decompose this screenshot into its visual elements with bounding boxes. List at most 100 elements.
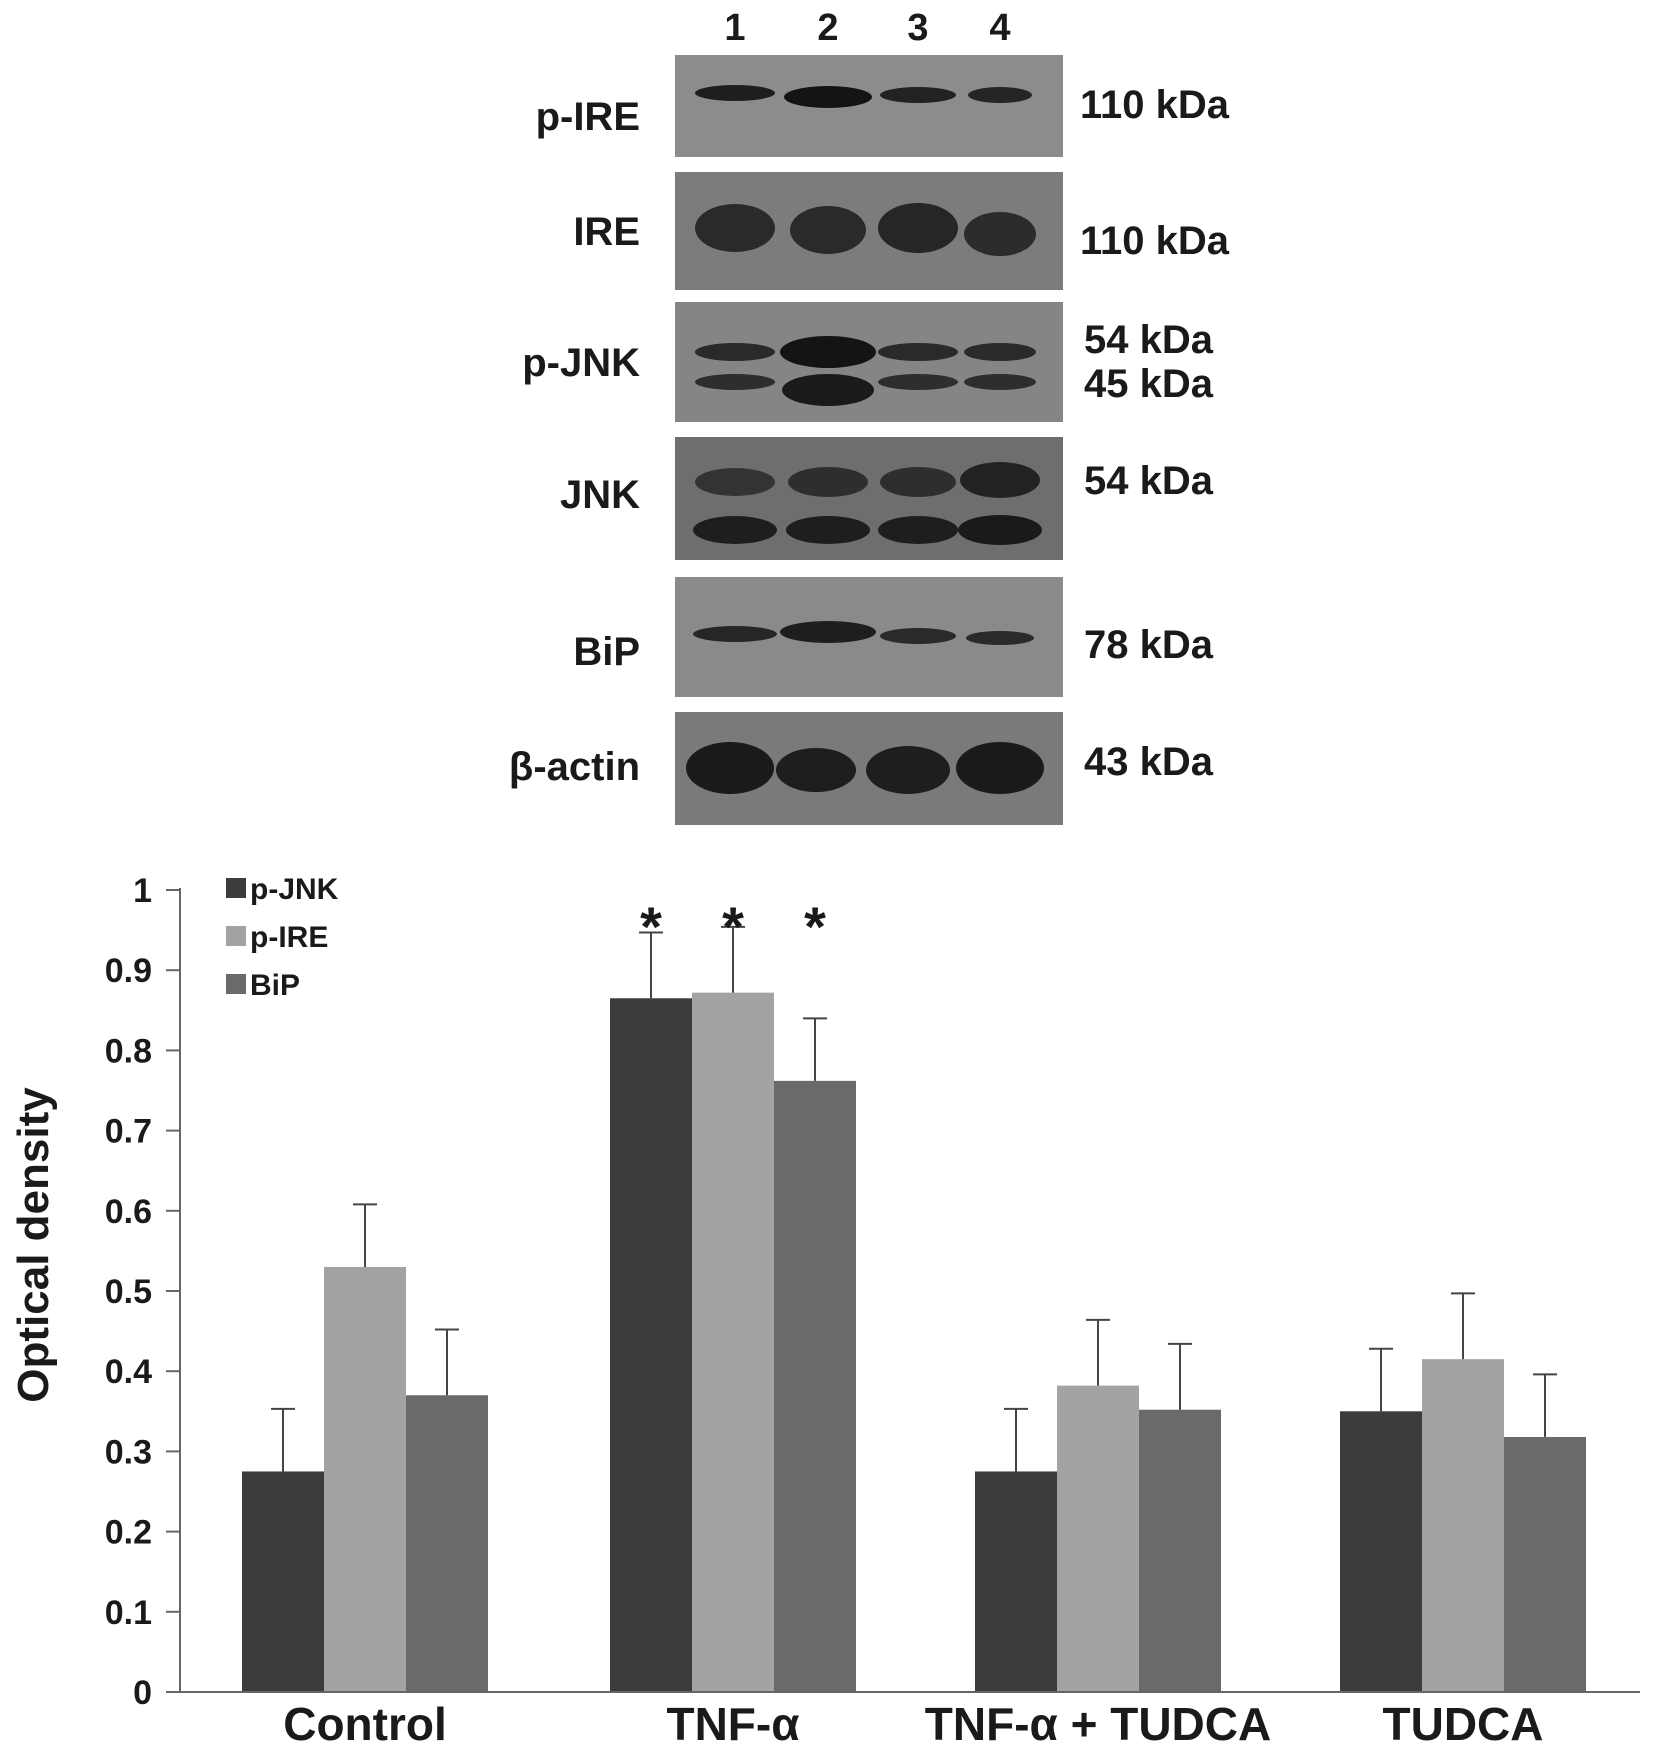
- kda-label-p-jnk-54: 54 kDa: [1084, 318, 1214, 362]
- band: [964, 343, 1036, 361]
- blot-bands-p-jnk: [695, 336, 1036, 406]
- band: [960, 462, 1040, 498]
- blot-label-beta-actin: β-actin: [509, 745, 640, 789]
- blot-panel-p-jnk: [675, 302, 1063, 422]
- y-tick-label: 0.6: [105, 1193, 152, 1231]
- band: [782, 374, 874, 406]
- bar: [406, 1395, 488, 1692]
- bar: [1422, 1359, 1504, 1692]
- band: [866, 746, 950, 794]
- band: [788, 467, 868, 497]
- band: [964, 374, 1036, 390]
- significance-star: *: [640, 895, 662, 958]
- band: [880, 467, 956, 497]
- blot-bands-ire: [695, 203, 1036, 256]
- bar: [1340, 1411, 1422, 1692]
- y-tick-label: 0.3: [105, 1433, 152, 1471]
- bar: [774, 1080, 856, 1692]
- blot-label-ire: IRE: [573, 210, 640, 254]
- band: [776, 748, 856, 792]
- significance-star: *: [804, 895, 826, 958]
- legend-label: p-IRE: [250, 921, 328, 954]
- band: [964, 212, 1036, 256]
- blot-panel-p-ire: [675, 55, 1063, 157]
- legend: p-JNK p-IRE BiP: [226, 873, 339, 1002]
- band: [695, 85, 775, 101]
- band: [958, 515, 1042, 545]
- band: [790, 206, 866, 254]
- lane-label-4: 4: [989, 7, 1010, 49]
- y-tick-label: 0.2: [105, 1514, 152, 1552]
- bars: [242, 992, 1586, 1692]
- band: [695, 204, 775, 252]
- bar: [1504, 1436, 1586, 1692]
- kda-label-p-jnk-45: 45 kDa: [1084, 362, 1214, 406]
- lane-label-2: 2: [817, 7, 838, 49]
- band: [966, 631, 1034, 645]
- error-bars: [271, 925, 1557, 1472]
- band: [695, 343, 775, 361]
- band: [786, 516, 870, 544]
- western-blot: 1 2 3 4 p-IRE 110 kDa IRE 110 kDa: [509, 7, 1230, 825]
- y-tick-label: 0.8: [105, 1032, 152, 1070]
- y-tick-label: 0.5: [105, 1273, 152, 1311]
- band: [695, 468, 775, 496]
- blot-label-bip: BiP: [573, 630, 640, 674]
- bar: [1057, 1385, 1139, 1692]
- kda-label-beta-actin: 43 kDa: [1084, 740, 1214, 784]
- blot-bands-p-ire: [695, 85, 1032, 108]
- lane-label-1: 1: [724, 7, 745, 49]
- y-axis-ticks: 0 0.1 0.2 0.3 0.4 0.5 0.6 0.7 0.8 0.9 1: [105, 872, 180, 1712]
- band: [878, 343, 958, 361]
- bar: [1139, 1409, 1221, 1692]
- legend-label: BiP: [250, 969, 300, 1002]
- band: [968, 87, 1032, 103]
- legend-swatch: [226, 878, 246, 898]
- y-tick-label: 1: [133, 872, 152, 910]
- blot-bands-beta-actin: [686, 742, 1044, 794]
- significance-star: *: [722, 895, 744, 958]
- band: [880, 87, 956, 103]
- bar-chart: 0 0.1 0.2 0.3 0.4 0.5 0.6 0.7 0.8 0.9 1 * * * Contro…: [9, 872, 1640, 1749]
- significance-markers: * * *: [640, 895, 826, 958]
- kda-label-p-ire: 110 kDa: [1080, 83, 1230, 127]
- x-category-label: TUDCA: [1383, 1698, 1544, 1749]
- band: [878, 203, 958, 253]
- band: [878, 516, 958, 544]
- legend-label: p-JNK: [250, 873, 339, 906]
- bar: [324, 1266, 406, 1692]
- y-tick-label: 0.1: [105, 1594, 152, 1632]
- legend-swatch: [226, 926, 246, 946]
- y-tick-label: 0.4: [105, 1353, 152, 1391]
- y-tick-label: 0: [133, 1674, 152, 1712]
- band: [780, 336, 876, 368]
- x-axis-category-labels: Control TNF-α TNF-α + TUDCA TUDCA: [283, 1698, 1543, 1749]
- bar: [242, 1471, 324, 1692]
- band: [693, 626, 777, 642]
- y-tick-label: 0.7: [105, 1113, 152, 1151]
- x-category-label: TNF-α + TUDCA: [925, 1698, 1271, 1749]
- blot-bands-jnk: [693, 462, 1042, 545]
- legend-swatch: [226, 974, 246, 994]
- band: [686, 742, 774, 794]
- band: [780, 621, 876, 643]
- y-axis-title: Optical density: [9, 1087, 58, 1403]
- band: [695, 374, 775, 390]
- y-tick-label: 0.9: [105, 952, 152, 990]
- blot-label-jnk: JNK: [560, 473, 640, 517]
- blot-label-p-ire: p-IRE: [536, 95, 640, 139]
- band: [880, 628, 956, 644]
- x-category-label: TNF-α: [666, 1698, 799, 1749]
- blot-bands-bip: [693, 621, 1034, 645]
- blot-label-p-jnk: p-JNK: [522, 341, 640, 385]
- x-category-label: Control: [283, 1698, 447, 1749]
- bar: [692, 992, 774, 1692]
- lane-label-3: 3: [907, 7, 928, 49]
- band: [878, 374, 958, 390]
- band: [784, 86, 872, 108]
- kda-label-ire: 110 kDa: [1080, 219, 1230, 263]
- kda-label-bip: 78 kDa: [1084, 623, 1214, 667]
- band: [956, 742, 1044, 794]
- bar: [975, 1471, 1057, 1692]
